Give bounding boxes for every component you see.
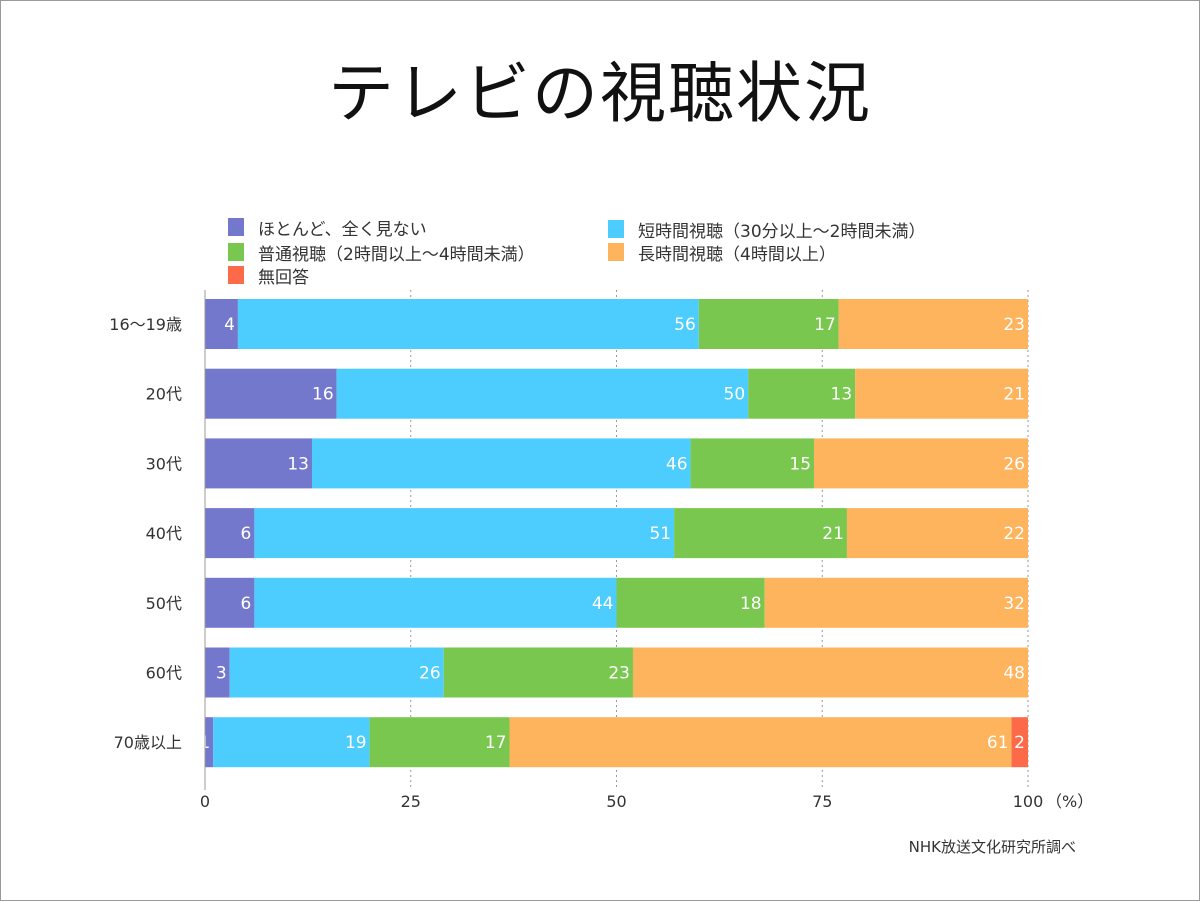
data-label: 46 xyxy=(666,454,688,474)
bar-segment xyxy=(336,368,749,419)
legend-item-long: 長時間視聴（4時間以上） xyxy=(608,241,836,265)
data-label: 32 xyxy=(1003,594,1025,614)
data-label: 21 xyxy=(1003,385,1025,405)
bar-segment xyxy=(674,508,847,559)
data-label: 51 xyxy=(649,524,671,544)
legend-swatch xyxy=(608,220,624,238)
data-label: 26 xyxy=(1003,454,1025,474)
data-label: 2 xyxy=(1014,733,1025,753)
source-note: NHK放送文化研究所調べ xyxy=(908,838,1076,856)
bar-segment xyxy=(509,717,1012,768)
data-label: 13 xyxy=(831,385,853,405)
bar-segment xyxy=(443,647,633,698)
legend-swatch xyxy=(608,243,624,261)
bar-segment xyxy=(254,577,617,628)
x-tick-label: 0 xyxy=(200,792,210,811)
category-label: 40代 xyxy=(146,524,182,543)
data-label: 4 xyxy=(224,315,235,335)
legend-swatch xyxy=(228,243,244,261)
data-label: 13 xyxy=(287,454,309,474)
category-label: 16〜19歳 xyxy=(109,315,182,334)
data-label: 18 xyxy=(740,594,762,614)
data-label: 23 xyxy=(1003,315,1025,335)
bar-segment xyxy=(205,508,255,559)
bar-segment xyxy=(205,647,230,698)
legend-label: 普通視聴（2時間以上〜4時間未満） xyxy=(258,244,535,265)
bar-segment xyxy=(311,438,691,489)
category-label: 30代 xyxy=(146,454,182,473)
data-label: 6 xyxy=(241,594,252,614)
category-label: 70歳以上 xyxy=(114,733,182,752)
data-label: 61 xyxy=(987,733,1009,753)
bar-segment xyxy=(205,368,337,419)
bar-segment xyxy=(213,717,370,768)
legend-label: ほとんど、全く見ない xyxy=(258,219,427,240)
data-label: 21 xyxy=(822,524,844,544)
data-label: 17 xyxy=(814,315,836,335)
bar-segment xyxy=(369,717,510,768)
bar-segment xyxy=(838,299,1028,349)
bar-segment xyxy=(764,577,1028,628)
category-label: 50代 xyxy=(146,594,182,613)
data-label: 26 xyxy=(419,664,441,684)
data-label: 22 xyxy=(1003,524,1025,544)
bar-segment xyxy=(229,647,444,698)
data-label: 15 xyxy=(789,454,811,474)
bar-segment xyxy=(814,438,1028,489)
legend-item-none: ほとんど、全く見ない xyxy=(228,216,427,240)
x-tick-label: 75 xyxy=(812,792,832,811)
data-label: 17 xyxy=(485,733,507,753)
legend-label: 長時間視聴（4時間以上） xyxy=(638,244,836,265)
chart-title: テレビの視聴状況 xyxy=(328,55,872,132)
data-label: 6 xyxy=(241,524,252,544)
bar-segment xyxy=(237,299,699,349)
data-label: 19 xyxy=(345,733,367,753)
legend-label: 無回答 xyxy=(258,267,309,288)
bar-segment xyxy=(616,577,765,628)
bar-segment xyxy=(748,368,856,419)
bar-segment xyxy=(205,438,312,489)
x-tick-label: 50 xyxy=(606,792,626,811)
legend-swatch xyxy=(228,266,244,284)
legend-item-no-answer: 無回答 xyxy=(228,264,309,288)
data-label: 50 xyxy=(724,385,746,405)
legend-item-normal: 普通視聴（2時間以上〜4時間未満） xyxy=(228,241,535,265)
category-label: 20代 xyxy=(146,385,182,404)
data-label: 16 xyxy=(312,385,334,405)
legend-label: 短時間視聴（30分以上〜2時間未満） xyxy=(638,221,926,242)
x-tick-label: 25 xyxy=(401,792,421,811)
x-axis-unit: （%） xyxy=(1046,792,1093,811)
bar-segment xyxy=(690,438,815,489)
data-label: 23 xyxy=(608,664,630,684)
data-label: 3 xyxy=(216,664,227,684)
bar-segment xyxy=(632,647,1028,698)
x-tick-label: 100 xyxy=(1013,792,1044,811)
bar-segment xyxy=(205,299,238,349)
data-label: 56 xyxy=(674,315,696,335)
data-label: 48 xyxy=(1003,664,1025,684)
data-label: 44 xyxy=(592,594,614,614)
bar-segment xyxy=(855,368,1028,419)
bar-segment xyxy=(254,508,675,559)
bar-segment xyxy=(1011,717,1028,768)
legend-swatch xyxy=(228,218,244,236)
legend-item-short: 短時間視聴（30分以上〜2時間未満） xyxy=(608,218,926,242)
category-label: 60代 xyxy=(146,664,182,683)
bar-segment xyxy=(205,577,255,628)
bar-segment xyxy=(846,508,1028,559)
bar-segment xyxy=(698,299,839,349)
bar-segment xyxy=(205,717,214,768)
